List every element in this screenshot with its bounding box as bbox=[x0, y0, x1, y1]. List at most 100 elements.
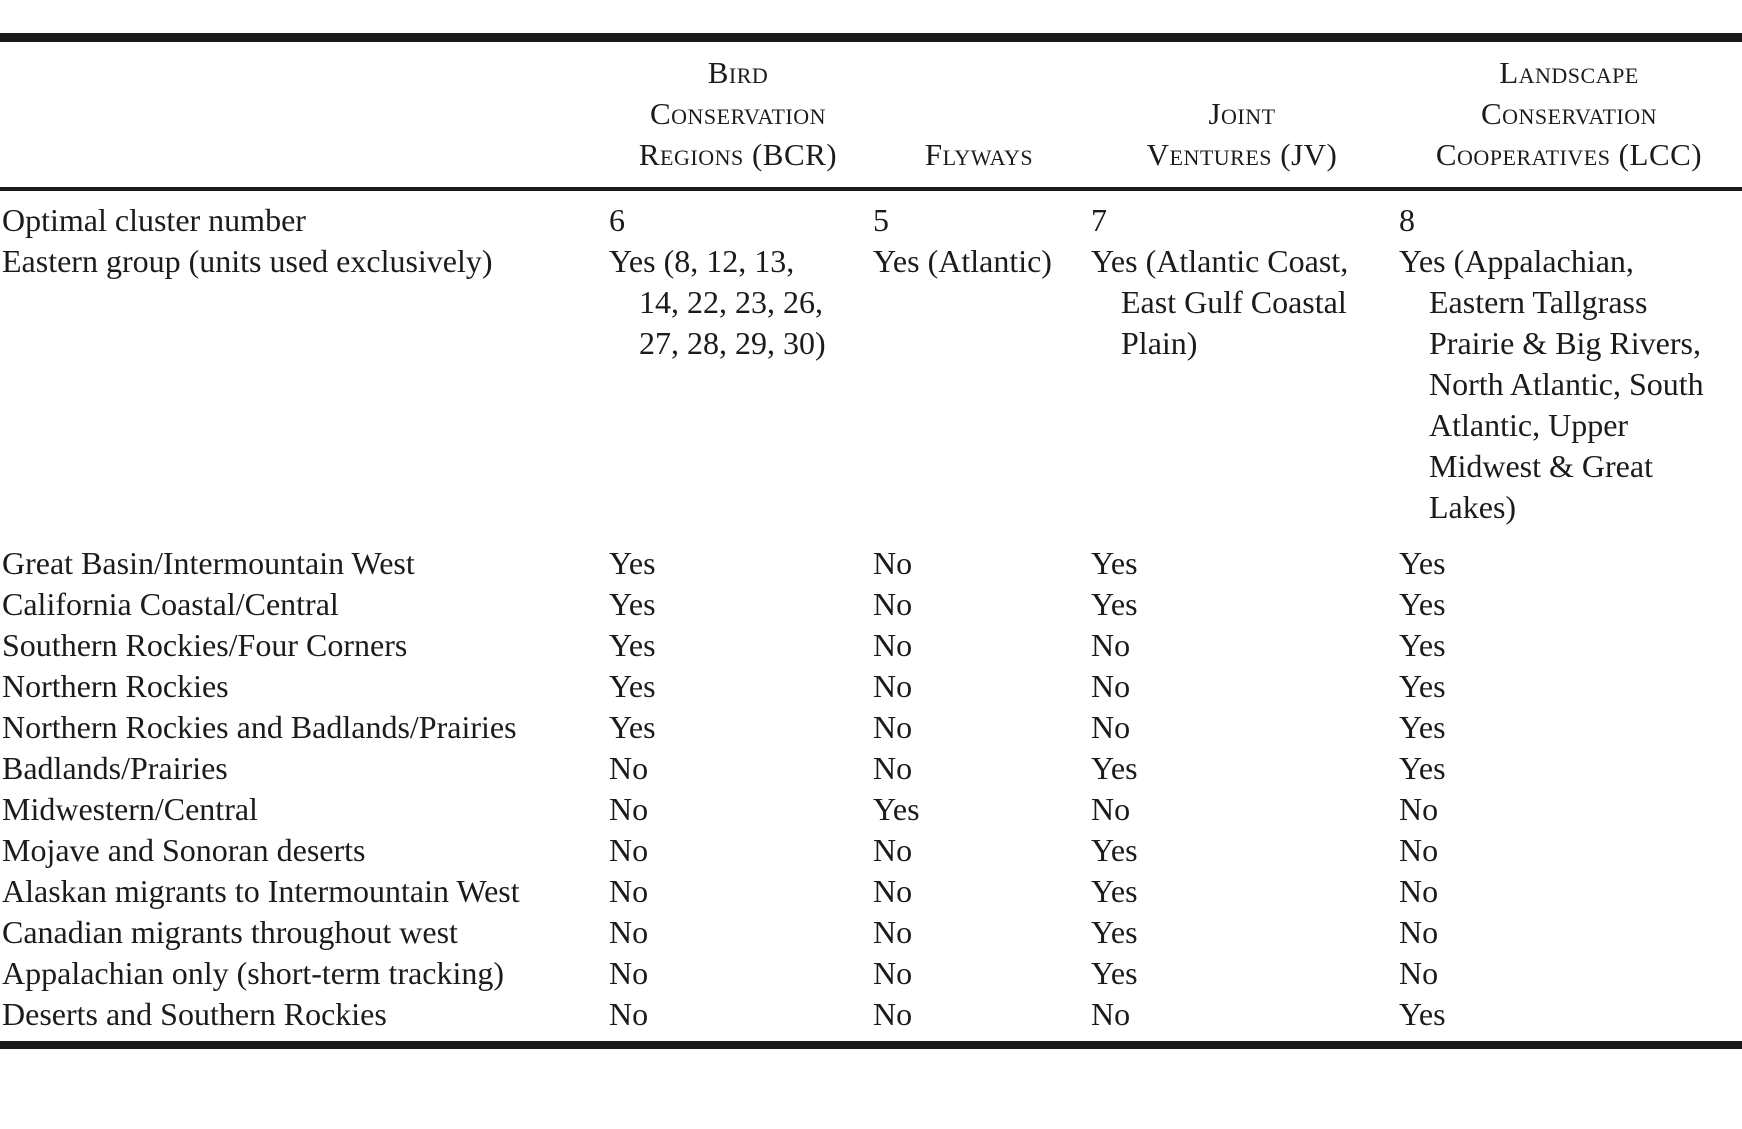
row-label: Midwestern/Central bbox=[2, 791, 258, 827]
cell-jv: Yes bbox=[1091, 545, 1138, 581]
cell-bcr: Yes bbox=[609, 668, 656, 704]
cell-flyways: No bbox=[873, 832, 913, 868]
cell-bcr: No bbox=[609, 832, 649, 868]
table-row-appalachian-only: Appalachian only (short-term tracking) N… bbox=[0, 953, 1742, 994]
cell-line: 14, 22, 23, 26, bbox=[639, 284, 823, 320]
table-row-alaskan-migrants: Alaskan migrants to Intermountain West N… bbox=[0, 871, 1742, 912]
cell-jv: Yes (Atlantic Coast, East Gulf Coastal P… bbox=[1088, 241, 1396, 543]
table-row-optimal-cluster-number: Optimal cluster number 6 5 7 8 bbox=[0, 189, 1742, 241]
cell-bcr: No bbox=[609, 996, 649, 1032]
cell-flyways: No bbox=[873, 750, 913, 786]
cell-lcc: Yes bbox=[1399, 627, 1446, 663]
column-header-lcc-line1: Landscape bbox=[1499, 55, 1639, 90]
cell-flyways: No bbox=[873, 709, 913, 745]
cell-flyways: No bbox=[873, 873, 913, 909]
cell-flyways: No bbox=[873, 586, 913, 622]
row-label: Alaskan migrants to Intermountain West bbox=[2, 873, 520, 909]
column-header-flyways: Flyways bbox=[870, 37, 1088, 191]
cell-jv: No bbox=[1091, 709, 1131, 745]
cell-flyways: No bbox=[873, 996, 913, 1032]
cell-flyways: No bbox=[873, 627, 913, 663]
table-row-badlands-prairies: Badlands/Prairies No No Yes Yes bbox=[0, 748, 1742, 789]
table-row-eastern-group: Eastern group (units used exclusively) Y… bbox=[0, 241, 1742, 543]
row-label: Deserts and Southern Rockies bbox=[2, 996, 387, 1032]
column-header-bcr-line2: Conservation bbox=[649, 96, 827, 131]
row-label: Northern Rockies and Badlands/Prairies bbox=[2, 709, 517, 745]
cell-bcr: No bbox=[609, 955, 649, 991]
cell-jv: Yes bbox=[1091, 832, 1138, 868]
table-row-canadian-migrants: Canadian migrants throughout west No No … bbox=[0, 912, 1742, 953]
row-label: Mojave and Sonoran deserts bbox=[2, 832, 366, 868]
cell-lcc: 8 bbox=[1399, 202, 1415, 238]
table-row-southern-rockies-four-corners: Southern Rockies/Four Corners Yes No No … bbox=[0, 625, 1742, 666]
cell-bcr: No bbox=[609, 750, 649, 786]
cell-line: 27, 28, 29, 30) bbox=[639, 325, 826, 361]
row-label: California Coastal/Central bbox=[2, 586, 339, 622]
cell-jv: Yes bbox=[1091, 873, 1138, 909]
row-label: Eastern group (units used exclusively) bbox=[2, 243, 493, 279]
column-header-jv: Joint Ventures (JV) bbox=[1088, 37, 1396, 191]
cell-line: Eastern Tallgrass bbox=[1429, 284, 1648, 320]
column-header-bcr: Bird Conservation Regions (BCR) bbox=[606, 37, 870, 191]
row-label: Optimal cluster number bbox=[2, 202, 306, 238]
cell-line: North Atlantic, South bbox=[1429, 366, 1704, 402]
table-row-great-basin: Great Basin/Intermountain West Yes No Ye… bbox=[0, 543, 1742, 584]
cell-jv: Yes bbox=[1091, 586, 1138, 622]
cell-bcr: No bbox=[609, 791, 649, 827]
table-row-midwestern-central: Midwestern/Central No Yes No No bbox=[0, 789, 1742, 830]
cell-lcc: Yes bbox=[1399, 586, 1446, 622]
table-row-northern-rockies-badlands: Northern Rockies and Badlands/Prairies Y… bbox=[0, 707, 1742, 748]
column-header-bcr-line3: Regions (BCR) bbox=[638, 137, 838, 172]
column-header-bcr-line1: Bird bbox=[707, 55, 769, 90]
cell-lcc: Yes bbox=[1399, 996, 1446, 1032]
row-label: Canadian migrants throughout west bbox=[2, 914, 458, 950]
row-label: Appalachian only (short-term tracking) bbox=[2, 955, 505, 991]
column-header-lcc-line3: Cooperatives (LCC) bbox=[1435, 137, 1703, 172]
cell-lcc: Yes bbox=[1399, 545, 1446, 581]
row-label: Southern Rockies/Four Corners bbox=[2, 627, 408, 663]
column-header-lcc-line2: Conservation bbox=[1480, 96, 1658, 131]
cell-flyways: No bbox=[873, 955, 913, 991]
cell-flyways: 5 bbox=[873, 202, 889, 238]
column-header-flyways-line1: Flyways bbox=[924, 137, 1034, 172]
cell-jv: No bbox=[1091, 668, 1131, 704]
cell-bcr: Yes (8, 12, 13, 14, 22, 23, 26, 27, 28, … bbox=[606, 241, 870, 543]
cell-line: Yes (Atlantic) bbox=[873, 243, 1052, 279]
cell-jv: Yes bbox=[1091, 914, 1138, 950]
column-header-lcc: Landscape Conservation Cooperatives (LCC… bbox=[1396, 37, 1742, 191]
column-header-jv-line2: Ventures (JV) bbox=[1146, 137, 1338, 172]
cell-jv: No bbox=[1091, 996, 1131, 1032]
cell-lcc: No bbox=[1399, 873, 1439, 909]
cell-line: Prairie & Big Rivers, bbox=[1429, 325, 1701, 361]
table-header: Bird Conservation Regions (BCR) Flyways … bbox=[0, 37, 1742, 191]
cell-lcc: No bbox=[1399, 791, 1439, 827]
table-row-mojave-sonoran: Mojave and Sonoran deserts No No Yes No bbox=[0, 830, 1742, 871]
cell-lcc: Yes bbox=[1399, 750, 1446, 786]
conservation-units-comparison-table: Bird Conservation Regions (BCR) Flyways … bbox=[0, 33, 1742, 1049]
cell-line: Yes (Atlantic Coast, bbox=[1091, 243, 1349, 279]
cell-line: Yes (8, 12, 13, bbox=[609, 243, 795, 279]
cell-flyways: No bbox=[873, 668, 913, 704]
cell-line: Lakes) bbox=[1429, 489, 1517, 525]
table-row-deserts-southern-rockies: Deserts and Southern Rockies No No No Ye… bbox=[0, 994, 1742, 1045]
cell-line: Yes (Appalachian, bbox=[1399, 243, 1634, 279]
table-body: Optimal cluster number 6 5 7 8 Eastern g… bbox=[0, 189, 1742, 1045]
cell-bcr: No bbox=[609, 914, 649, 950]
cell-flyways: No bbox=[873, 914, 913, 950]
header-empty-cell bbox=[0, 37, 606, 191]
cell-lcc: Yes (Appalachian, Eastern Tallgrass Prai… bbox=[1396, 241, 1742, 543]
cell-lcc: No bbox=[1399, 832, 1439, 868]
cell-jv: Yes bbox=[1091, 750, 1138, 786]
cell-flyways: Yes bbox=[873, 791, 920, 827]
cell-flyways: Yes (Atlantic) bbox=[870, 241, 1088, 543]
header-row: Bird Conservation Regions (BCR) Flyways … bbox=[0, 37, 1742, 191]
cell-lcc: No bbox=[1399, 955, 1439, 991]
row-label: Northern Rockies bbox=[2, 668, 229, 704]
cell-bcr: Yes bbox=[609, 709, 656, 745]
table-row-northern-rockies: Northern Rockies Yes No No Yes bbox=[0, 666, 1742, 707]
row-label: Great Basin/Intermountain West bbox=[2, 545, 415, 581]
cell-line: Atlantic, Upper bbox=[1429, 407, 1629, 443]
row-label: Badlands/Prairies bbox=[2, 750, 228, 786]
cell-bcr: Yes bbox=[609, 627, 656, 663]
cell-lcc: No bbox=[1399, 914, 1439, 950]
